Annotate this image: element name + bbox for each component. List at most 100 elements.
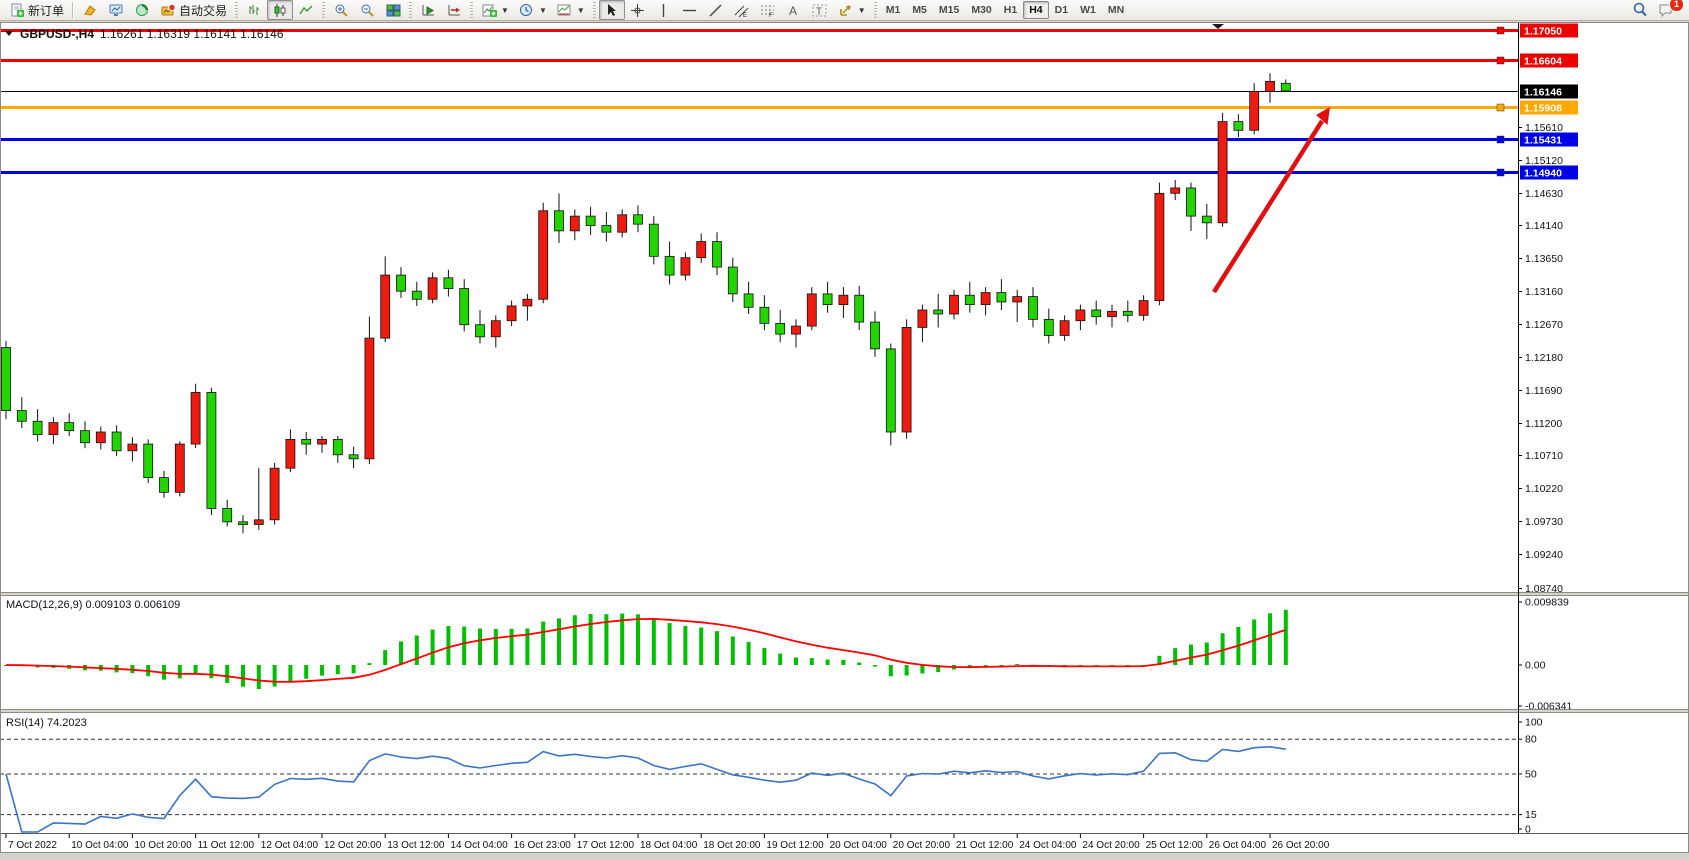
macd-pane-canvas[interactable] (0, 596, 1518, 709)
macd-histogram-bar (746, 642, 751, 665)
new-order-label: 新订单 (28, 3, 65, 18)
price-badge (1520, 132, 1578, 147)
candle-body (1075, 309, 1086, 322)
rsi-axis-label: 100 (1525, 717, 1543, 729)
candle-body (443, 277, 454, 289)
text-label-tool-button[interactable]: T (807, 0, 833, 20)
auto-trading-button[interactable]: 自动交易 (155, 0, 232, 20)
bar-chart-button[interactable] (241, 0, 267, 20)
symbol-dropdown-icon[interactable] (5, 31, 13, 36)
line-handle (1496, 135, 1505, 144)
text-tool-button[interactable]: A (781, 0, 807, 20)
pane-splitter[interactable] (0, 709, 1689, 713)
line-chart-icon (298, 2, 314, 18)
tf-button-mn[interactable]: MN (1107, 4, 1125, 16)
tf-button-m1[interactable]: M1 (885, 4, 901, 16)
candlestick-icon (272, 2, 288, 18)
chart-shift-button[interactable] (441, 0, 467, 20)
price-badge-text: 1.15431 (1524, 135, 1562, 147)
market-watch-button[interactable] (103, 0, 129, 20)
main-chart-canvas[interactable] (0, 22, 1518, 592)
periods-button[interactable]: ▼ (514, 0, 552, 20)
trendline-tool-button[interactable] (703, 0, 729, 20)
line-chart-button[interactable] (293, 0, 319, 20)
price-axis-label: 1.09240 (1525, 549, 1563, 561)
tf-button-m15[interactable]: M15 (938, 4, 960, 16)
candle-body (838, 294, 849, 306)
vertical-line-icon (656, 2, 672, 18)
tf-button-m5[interactable]: M5 (912, 4, 927, 16)
candle-body (238, 521, 248, 525)
price-axis-label: 1.14140 (1525, 220, 1563, 232)
macd-histogram-bar (1189, 644, 1193, 665)
tf-button-h1[interactable]: H1 (1003, 4, 1018, 16)
auto-trading-label: 自动交易 (179, 3, 228, 18)
macd-histogram-bar (778, 653, 783, 665)
macd-histogram-bar (509, 628, 514, 665)
tf-button-w1[interactable]: W1 (1080, 4, 1096, 16)
macd-histogram-bar (904, 665, 909, 676)
zoom-in-button[interactable] (328, 0, 354, 20)
candle-body (348, 454, 359, 460)
market-watch-icon (108, 2, 124, 18)
navigator-button[interactable] (129, 0, 155, 20)
macd-axis-label: 0.009839 (1525, 597, 1569, 609)
rsi-label: RSI(14) 74.2023 (6, 717, 87, 729)
fibonacci-tool-button[interactable]: F (755, 0, 781, 20)
macd-histogram-bar (1268, 613, 1272, 665)
candlestick-button[interactable] (267, 0, 294, 20)
arrows-tool-button[interactable]: ▼ (833, 0, 871, 20)
cursor-tool-button[interactable] (598, 0, 625, 20)
notifications-button[interactable]: 1 (1653, 0, 1684, 20)
pane-splitter[interactable] (0, 592, 1689, 596)
price-axis-badges: 1.17050 1.16604 1.16146 1.15908 1.15431 1.149… (1520, 23, 1578, 180)
zoom-out-button[interactable] (354, 0, 380, 20)
auto-scroll-button[interactable] (415, 0, 441, 20)
candle-body (554, 210, 564, 232)
candle-body (759, 306, 770, 324)
dropdown-caret-icon: ▼ (538, 5, 547, 15)
candle-body (317, 438, 327, 445)
macd-histogram-bar (620, 613, 625, 665)
chart-shift-marker[interactable] (1212, 24, 1224, 29)
indicators-button[interactable]: ▼ (476, 0, 514, 20)
crosshair-tool-button[interactable] (625, 0, 651, 20)
horizontal-line-tool-button[interactable] (677, 0, 703, 20)
candle-body (522, 298, 533, 307)
candle-body (206, 392, 217, 509)
candle-body (1154, 192, 1165, 301)
macd-histogram-bar (320, 665, 324, 676)
macd-histogram-bar (478, 628, 482, 665)
candle-body (1217, 121, 1228, 224)
search-button[interactable] (1627, 0, 1653, 20)
macd-histogram-bar (857, 662, 862, 665)
time-axis-label: 26 Oct 20:00 (1272, 840, 1330, 851)
candle-body (506, 305, 517, 322)
macd-histogram-bar (636, 614, 640, 665)
macd-histogram-bar (699, 627, 704, 665)
profiles-button[interactable] (77, 0, 103, 20)
macd-histogram-bar (272, 665, 277, 687)
templates-button[interactable]: ▼ (552, 0, 590, 20)
rsi-pane-canvas[interactable] (0, 713, 1518, 833)
tile-windows-button[interactable] (380, 0, 406, 20)
horizontal-level-lines[interactable] (0, 26, 1518, 177)
line-handle (1496, 56, 1505, 65)
zoom-out-icon (359, 2, 375, 18)
candle-body (95, 431, 106, 444)
channel-tool-button[interactable]: E (729, 0, 755, 20)
crosshair-icon (630, 2, 646, 18)
new-order-button[interactable]: 新订单 (4, 0, 69, 20)
trend-arrow-annotation[interactable] (1212, 107, 1330, 294)
vertical-line-tool-button[interactable] (651, 0, 677, 20)
indicators-icon (481, 2, 497, 18)
time-axis-label: 25 Oct 12:00 (1146, 840, 1204, 851)
macd-histogram-bar (1015, 663, 1020, 665)
tf-button-h4[interactable]: H4 (1023, 1, 1049, 19)
candle-body (870, 321, 880, 350)
tf-button-d1[interactable]: D1 (1054, 4, 1069, 16)
price-axis-label: 1.15120 (1525, 155, 1563, 167)
candle-body (1122, 310, 1133, 316)
tf-button-m30[interactable]: M30 (971, 4, 992, 16)
